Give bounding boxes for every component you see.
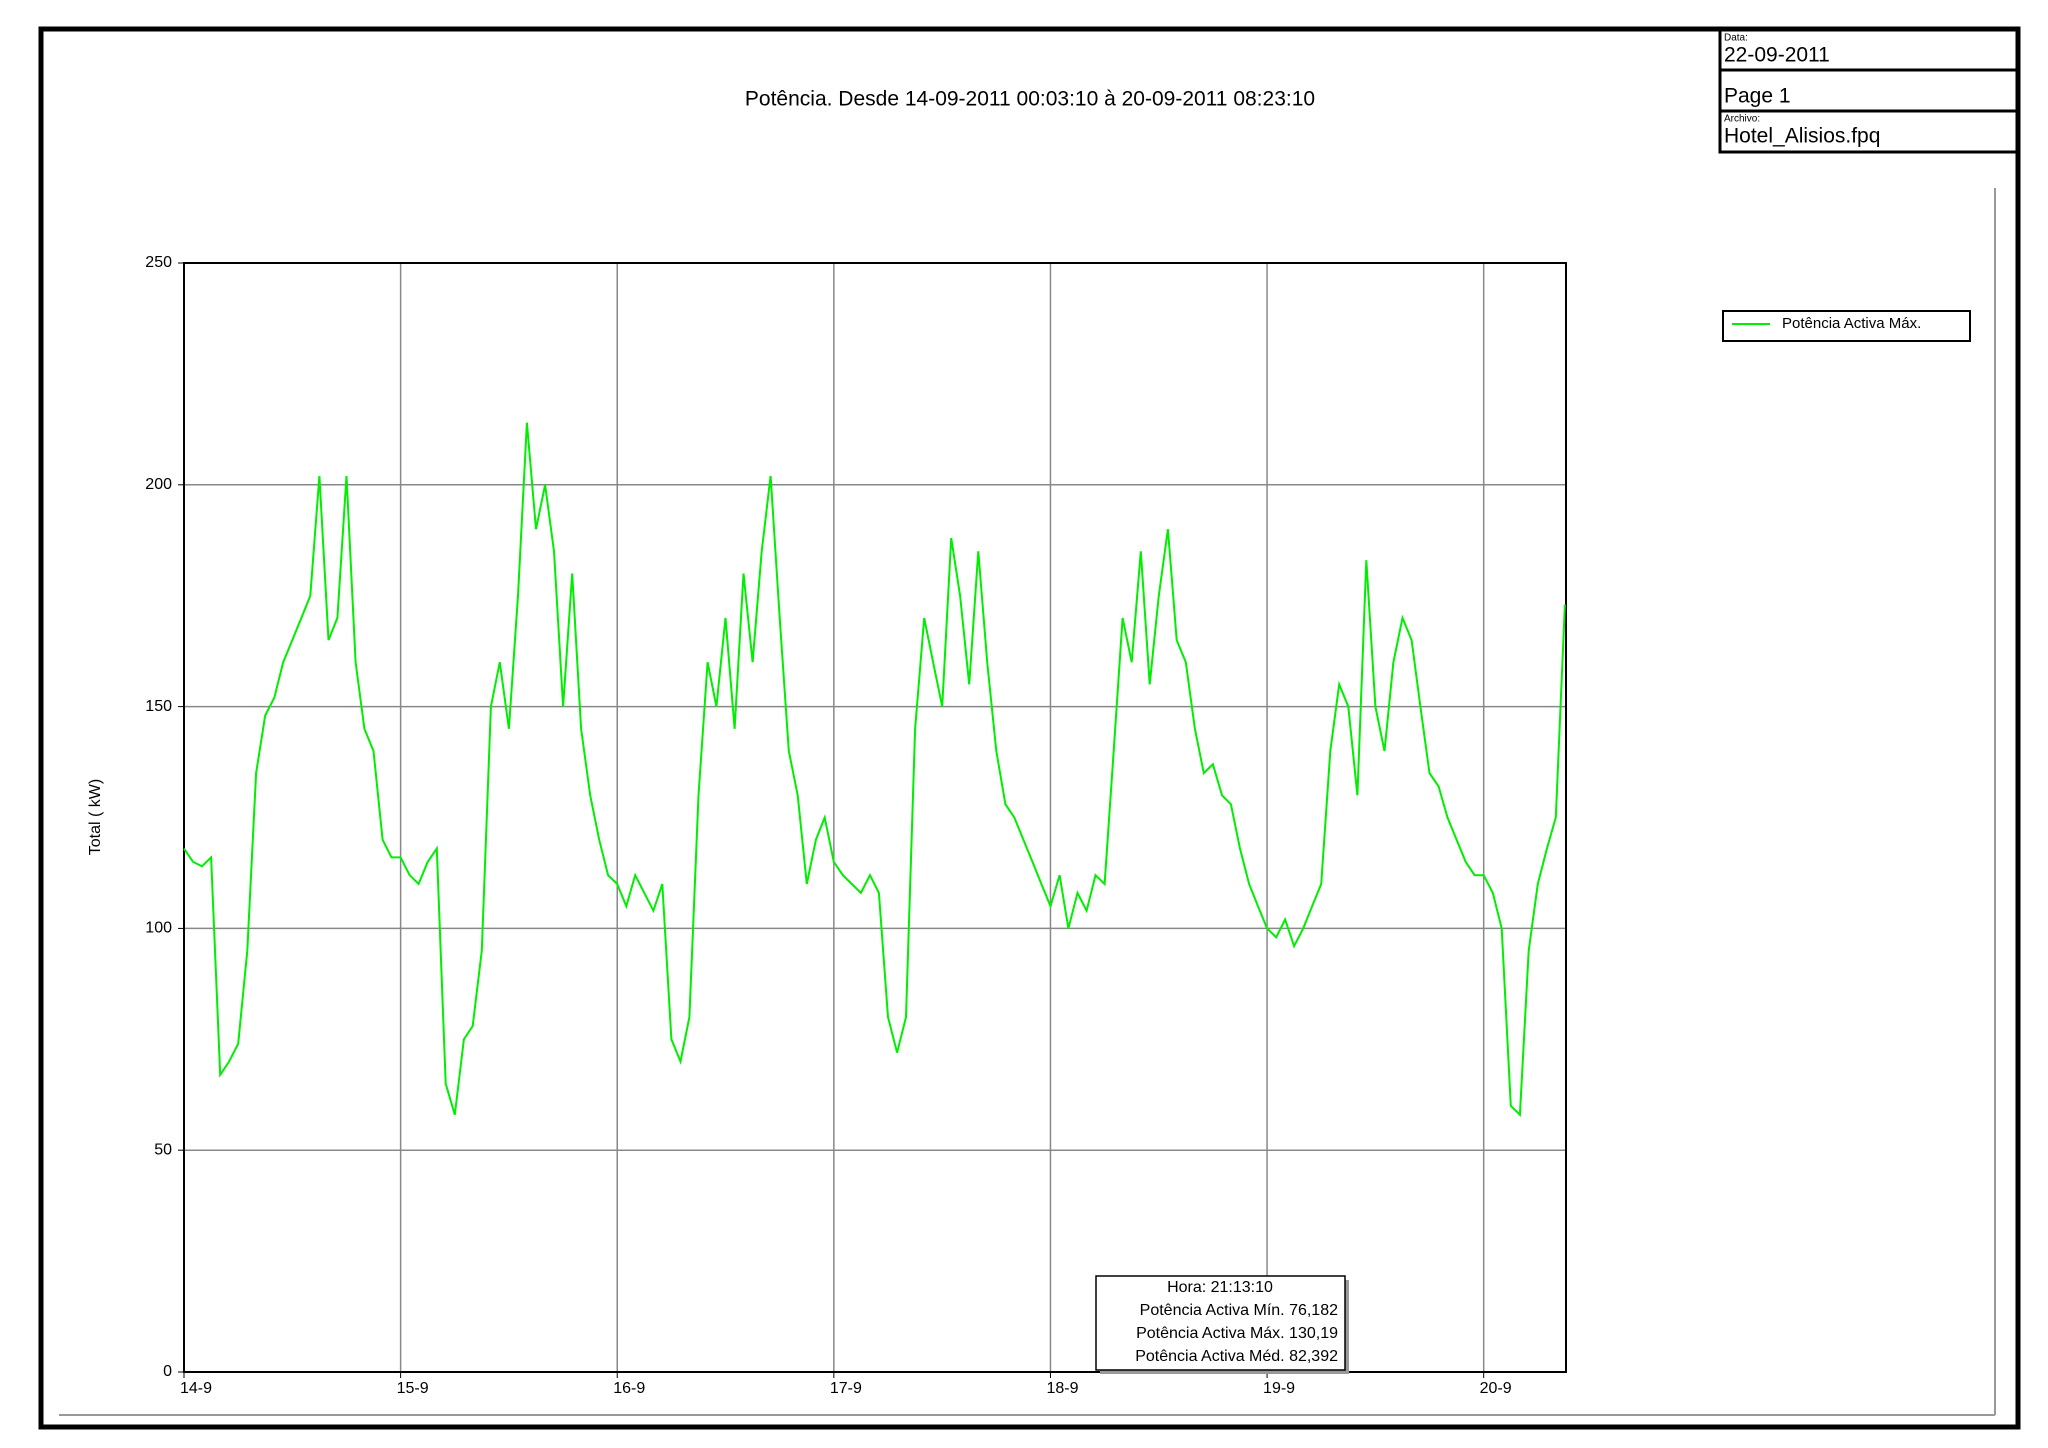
y-tick-label: 150 [145, 698, 172, 715]
plot-frame [183, 262, 1567, 1373]
x-tick-label: 20-9 [1480, 1380, 1512, 1397]
x-tick-label: 14-9 [180, 1380, 212, 1397]
tooltip-line: Hora: 21:13:10 [1167, 1279, 1273, 1296]
y-tick-label: 100 [145, 920, 172, 937]
line-series [183, 422, 1566, 1117]
tooltip-box [1095, 1275, 1346, 1371]
info-label: Archivo: [1724, 114, 1760, 125]
info-border [1718, 27, 2020, 154]
x-tick-label: 17-9 [830, 1380, 862, 1397]
tooltip-line: Potência Activa Máx. 130,19 [1136, 1325, 1338, 1342]
tooltip-line: Potência Activa Méd. 82,392 [1135, 1348, 1338, 1365]
tooltip: Hora: 21:13:10 Potência Activa Mín. 76,18… [1095, 1275, 1349, 1374]
y-axis-label: Total ( kW) [87, 779, 104, 855]
legend-box [1722, 310, 1971, 342]
y-tick-label: 200 [145, 476, 172, 493]
legend: Potência Activa Máx. [1722, 310, 1971, 342]
x-tick-label: 15-9 [397, 1380, 429, 1397]
info-box: Data: 22-09-2011 Page 1 Archivo: Hotel_A… [1718, 27, 2020, 154]
info-date: 22-09-2011 [1724, 44, 1830, 67]
info-label: Data: [1724, 33, 1748, 44]
x-tick-label: 19-9 [1263, 1380, 1295, 1397]
y-tick-label: 0 [163, 1363, 172, 1380]
info-page: Page 1 [1724, 85, 1791, 108]
y-tick-label: 250 [145, 254, 172, 271]
legend-label: Potência Activa Máx. [1782, 315, 1921, 332]
page-border [38, 26, 2021, 1430]
y-tick-label: 50 [154, 1141, 172, 1158]
chart-title: Potência. Desde 14-09-2011 00:03:10 à 20… [745, 88, 1315, 111]
x-tick-label: 18-9 [1046, 1380, 1078, 1397]
tooltip-line: Potência Activa Mín. 76,182 [1140, 1302, 1338, 1319]
x-tick-label: 16-9 [613, 1380, 645, 1397]
info-file: Hotel_Alisios.fpq [1724, 125, 1880, 148]
